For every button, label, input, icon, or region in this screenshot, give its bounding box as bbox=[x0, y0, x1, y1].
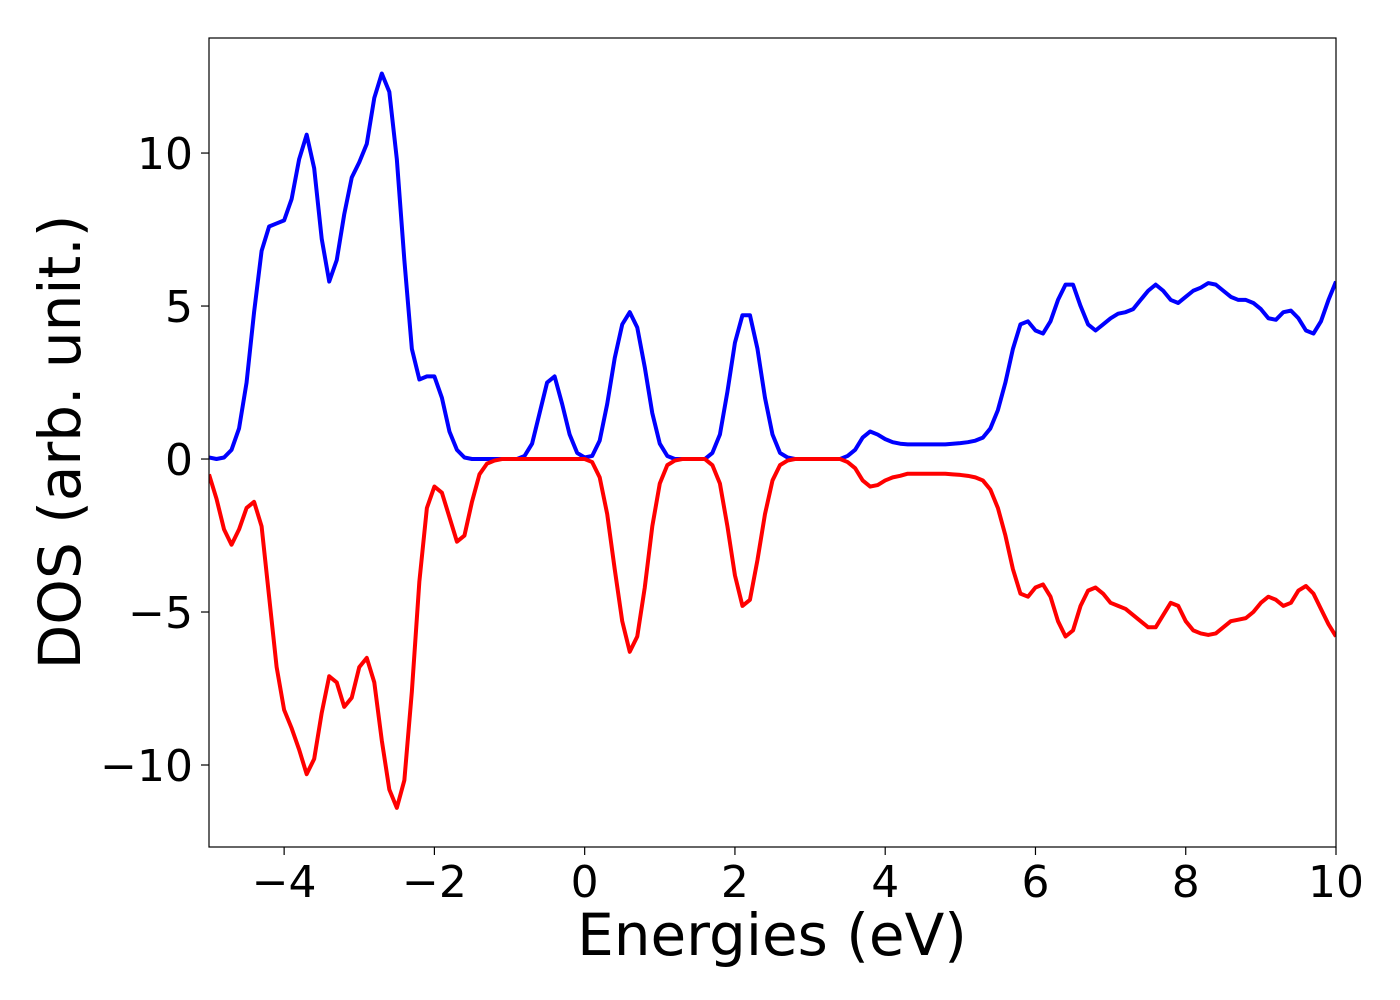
data-line bbox=[209, 457, 1336, 810]
y-tick-label: 5 bbox=[165, 282, 193, 333]
y-tick-label: −5 bbox=[128, 588, 193, 639]
y-axis-label: DOS (arb. unit.) bbox=[26, 215, 94, 670]
data-line bbox=[209, 71, 1336, 462]
x-tick-label: 0 bbox=[571, 857, 599, 908]
x-tick-label: 10 bbox=[1308, 857, 1364, 908]
x-axis-label: Energies (eV) bbox=[577, 901, 967, 969]
x-tick-label: 8 bbox=[1172, 857, 1200, 908]
plot-frame bbox=[208, 37, 1337, 848]
x-tick-label: −4 bbox=[252, 857, 317, 908]
x-tick-label: 2 bbox=[721, 857, 749, 908]
y-tick-label: 10 bbox=[137, 129, 193, 180]
x-tick-label: −2 bbox=[402, 857, 467, 908]
y-tick-label: −10 bbox=[100, 741, 193, 792]
y-tick-label: 0 bbox=[165, 435, 193, 486]
x-tick-label: 4 bbox=[871, 857, 899, 908]
x-tick-label: 6 bbox=[1021, 857, 1049, 908]
